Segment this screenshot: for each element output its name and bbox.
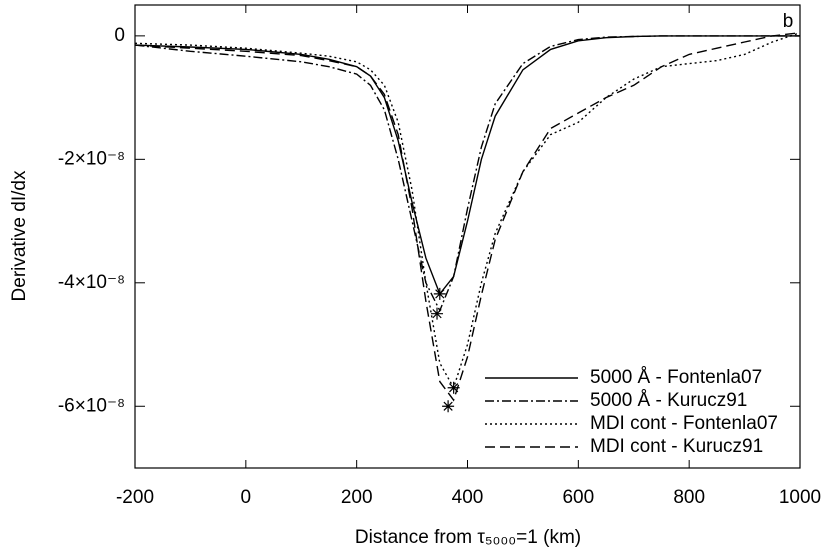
legend-label: MDI cont - Fontenla07: [590, 413, 778, 434]
x-tick-label: 1000: [779, 487, 821, 508]
y-axis-label: Derivative dI/dx: [9, 170, 30, 301]
y-tick-label: -4×10⁻⁸: [58, 272, 125, 293]
x-tick-label: 0: [241, 487, 252, 508]
y-tick-label: -6×10⁻⁸: [58, 395, 125, 416]
series-line: [134, 32, 801, 402]
x-tick-label: 200: [341, 487, 373, 508]
annotation: b: [783, 11, 794, 32]
minimum-marker: [442, 400, 455, 413]
series-line: [134, 35, 800, 313]
minimum-marker: [447, 381, 460, 394]
x-axis-label: Distance from τ₅₀₀₀=1 (km): [355, 527, 581, 548]
x-tick-label: 400: [452, 487, 484, 508]
minimum-marker: [431, 307, 444, 320]
x-tick-label: -200: [116, 487, 154, 508]
x-tick-label: 600: [562, 487, 594, 508]
series-line: [134, 35, 800, 296]
x-tick-label: 800: [673, 487, 705, 508]
legend-label: MDI cont - Kurucz91: [590, 436, 763, 457]
y-tick-label: 0: [114, 25, 125, 46]
minimum-marker: [433, 287, 446, 300]
series-line: [134, 32, 801, 390]
legend-label: 5000 Å - Fontenla07: [590, 367, 762, 388]
y-tick-label: -2×10⁻⁸: [58, 148, 125, 169]
legend-label: 5000 Å - Kurucz91: [590, 390, 747, 411]
